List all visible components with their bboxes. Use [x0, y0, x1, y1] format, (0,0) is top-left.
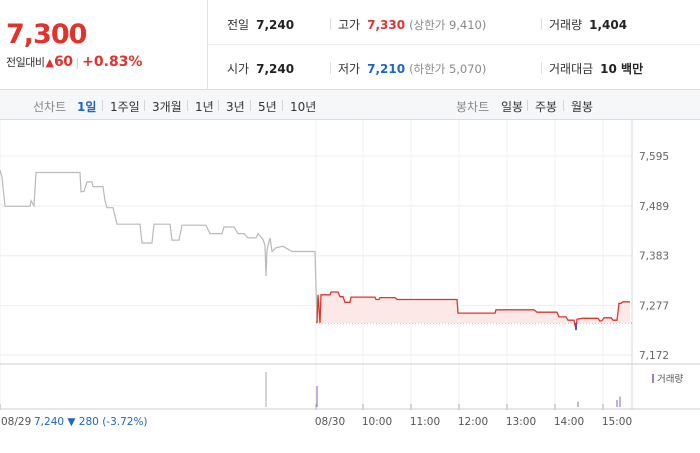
tab-weekly-candle[interactable]: 주봉	[535, 100, 558, 114]
chart-period-tabs: 선차트 1일 1주일 3개월 1년 3년 5년 10년 봉차트 일봉 주봉 월봉	[0, 90, 700, 120]
tab-5years[interactable]: 5년	[258, 100, 277, 114]
stat-divider	[330, 62, 331, 74]
prev-day-line	[0, 169, 318, 324]
tab-3years[interactable]: 3년	[226, 100, 245, 114]
price-change: 전일대비▲60 | +0.83%	[6, 54, 142, 70]
tab-divider	[282, 100, 283, 111]
x-tick-label: 15:00	[602, 416, 632, 428]
x-tick-label: 14:00	[554, 416, 584, 428]
volume-legend-swatch	[652, 374, 654, 383]
x-tick-label: 11:00	[410, 416, 440, 428]
tab-divider	[250, 100, 251, 111]
stat-open: 시가 7,240	[227, 62, 295, 76]
y-tick-label: 7,489	[639, 201, 669, 213]
tab-divider	[187, 100, 188, 111]
change-label: 전일대비	[6, 56, 45, 69]
volume-legend-label: 거래량	[657, 373, 683, 385]
stat-prev-close: 전일 7,240	[227, 18, 295, 32]
tab-divider	[527, 100, 528, 111]
tab-1week[interactable]: 1주일	[110, 100, 140, 114]
today-area-fill	[317, 292, 630, 331]
tab-3months[interactable]: 3개월	[152, 100, 182, 114]
change-divider: |	[75, 56, 80, 69]
tab-daily-candle[interactable]: 일봉	[501, 100, 524, 114]
tab-1year[interactable]: 1년	[195, 100, 214, 114]
price-summary: 7,300 전일대비▲60 | +0.83%	[0, 0, 208, 90]
quote-header: 7,300 전일대비▲60 | +0.83% 전일 7,240 고가 7,330 (상한가…	[0, 0, 700, 90]
x-tick-label: 10:00	[362, 416, 392, 428]
stat-high: 고가 7,330 (상한가 9,410)	[338, 18, 487, 32]
stat-divider	[541, 62, 542, 74]
y-tick-label: 7,595	[639, 151, 669, 163]
stats-divider	[208, 44, 700, 45]
stat-volume: 거래량 1,404	[549, 18, 628, 32]
today-price-line	[316, 291, 630, 331]
change-value: 60	[53, 54, 73, 70]
x-tick-label: 08/29	[1, 416, 31, 428]
tab-divider	[144, 100, 145, 111]
change-percent: +0.83%	[82, 54, 143, 70]
tab-monthly-candle[interactable]: 월봉	[571, 100, 594, 114]
x-tick-label: 13:00	[506, 416, 536, 428]
stat-low: 저가 7,210 (하한가 5,070)	[338, 62, 487, 76]
line-chart-label: 선차트	[33, 100, 67, 114]
y-tick-label: 7,277	[639, 301, 669, 313]
x-tick-label: 12:00	[458, 416, 488, 428]
stat-trade-amount: 거래대금 10 백만	[549, 62, 644, 76]
prev-day-note: 7,240 ▼ 280 (-3.72%)	[34, 416, 148, 428]
up-triangle-icon: ▲	[45, 56, 54, 69]
stat-divider	[541, 18, 542, 30]
tab-10years[interactable]: 10년	[290, 100, 317, 114]
tab-divider	[218, 100, 219, 111]
price-chart[interactable]: 7,595 7,489 7,383 7,277 7,172 08/29 08/30 10:00…	[0, 120, 700, 450]
y-tick-label: 7,383	[639, 251, 669, 263]
tab-divider	[563, 100, 564, 111]
x-tick-label: 08/30	[315, 416, 345, 428]
price-chart-svg: 7,595 7,489 7,383 7,277 7,172 08/29 08/30 10:00…	[0, 120, 700, 428]
y-tick-label: 7,172	[639, 350, 669, 362]
tab-1day[interactable]: 1일	[77, 100, 97, 114]
tab-divider	[102, 100, 103, 111]
stats-panel: 전일 7,240 고가 7,330 (상한가 9,410) 거래량 1,404 시가 7,…	[208, 0, 700, 90]
stat-divider	[330, 18, 331, 30]
current-price: 7,300	[6, 19, 87, 50]
candle-chart-label: 봉차트	[456, 100, 490, 114]
